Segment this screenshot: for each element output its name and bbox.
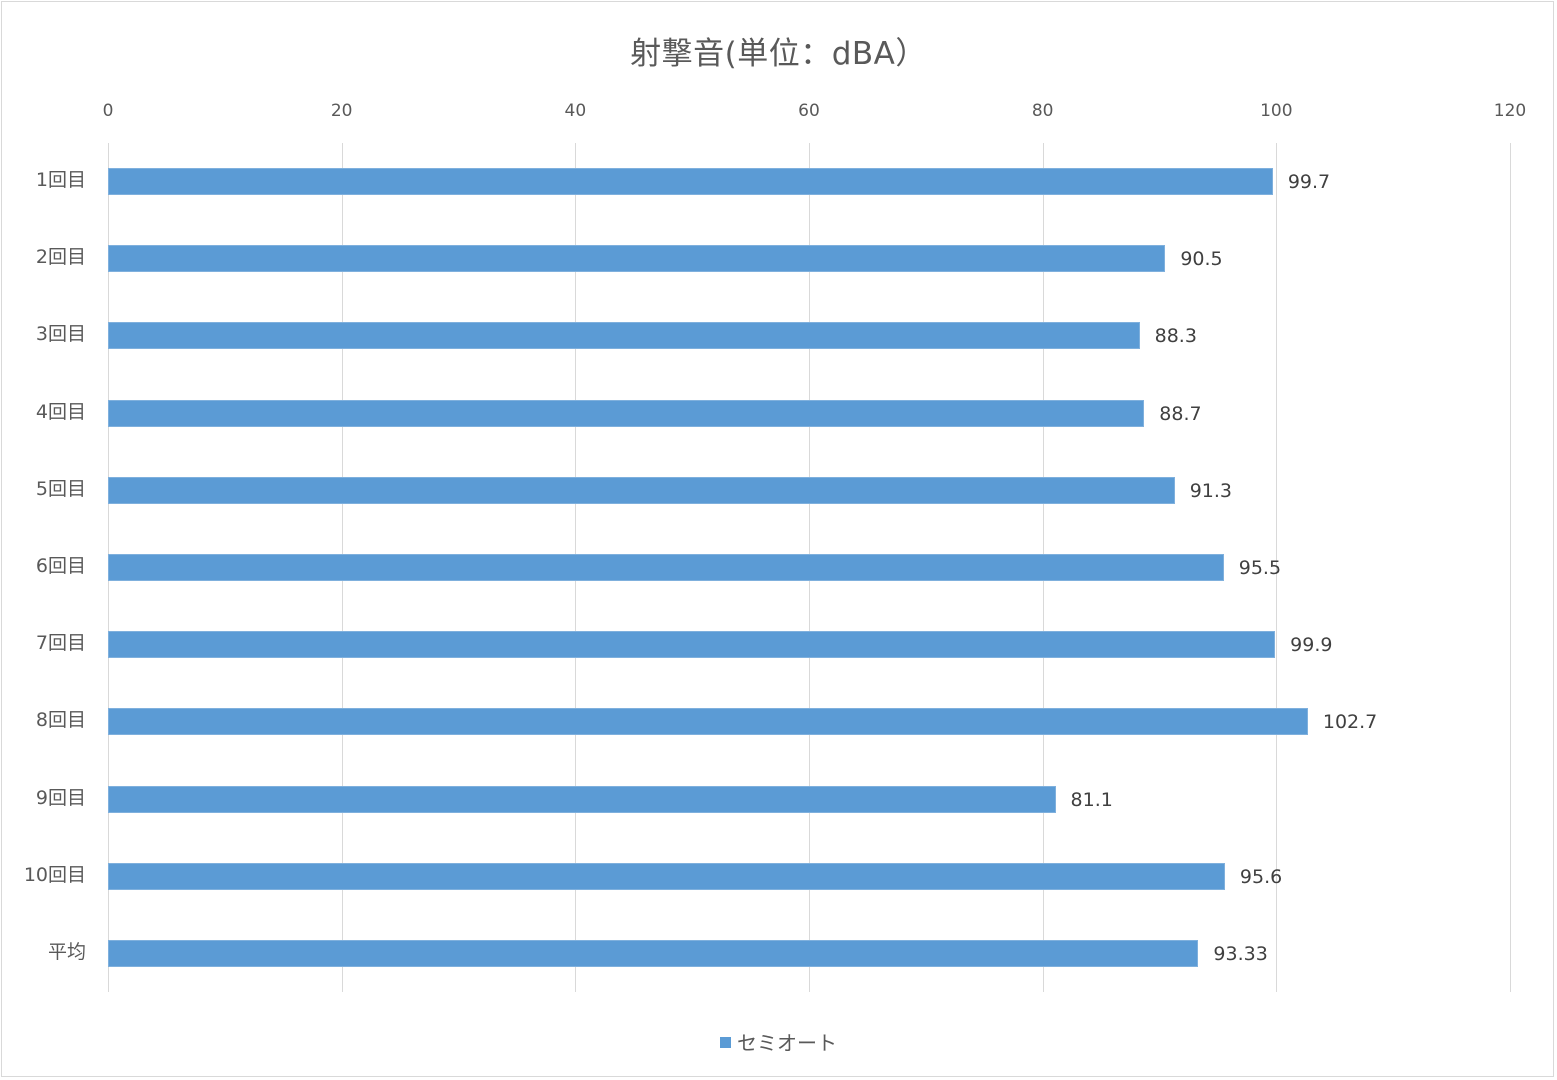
bar — [108, 708, 1308, 735]
data-label: 95.5 — [1238, 557, 1282, 579]
data-label: 88.7 — [1159, 403, 1202, 425]
gridline — [1276, 143, 1277, 992]
data-label: 93.33 — [1213, 943, 1268, 965]
category-label: 10回目 — [23, 864, 86, 886]
bar — [108, 863, 1225, 890]
category-label: 9回目 — [35, 787, 86, 809]
legend-label: セミオート — [737, 1031, 837, 1055]
bar — [108, 168, 1273, 195]
x-tick-label: 60 — [798, 101, 820, 121]
category-label: 5回目 — [35, 478, 86, 500]
bar — [108, 245, 1166, 272]
x-tick-label: 100 — [1260, 101, 1293, 121]
x-tick-label: 120 — [1493, 101, 1527, 121]
data-label: 88.3 — [1154, 325, 1197, 347]
data-label: 102.7 — [1322, 711, 1378, 733]
data-label: 99.7 — [1287, 171, 1331, 193]
bar — [108, 554, 1224, 581]
category-label: 8回目 — [35, 709, 86, 731]
x-tick-label: 0 — [102, 101, 114, 121]
bar — [108, 322, 1140, 349]
data-label: 90.5 — [1180, 248, 1223, 270]
category-label: 7回目 — [35, 632, 86, 654]
x-tick-label: 20 — [330, 101, 353, 121]
chart-title: 射撃音(単位：dBA） — [630, 36, 927, 72]
category-label: 平均 — [47, 941, 86, 963]
x-tick-label: 80 — [1031, 101, 1054, 121]
bar — [108, 786, 1056, 813]
category-label: 6回目 — [35, 555, 86, 577]
data-label: 81.1 — [1070, 789, 1113, 811]
data-label: 91.3 — [1189, 480, 1232, 502]
x-tick-label: 40 — [564, 101, 587, 121]
category-label: 1回目 — [35, 169, 86, 191]
bar — [108, 631, 1276, 658]
bar — [108, 400, 1145, 427]
category-label: 3回目 — [35, 323, 86, 345]
legend: セミオート — [0, 1027, 1557, 1056]
category-label: 4回目 — [35, 401, 86, 423]
bar — [108, 940, 1199, 967]
data-label: 95.6 — [1239, 866, 1283, 888]
gridline — [1510, 143, 1511, 992]
bar — [108, 477, 1175, 504]
data-label: 99.9 — [1290, 634, 1333, 656]
category-label: 2回目 — [35, 246, 86, 268]
legend-swatch-icon — [720, 1037, 731, 1048]
